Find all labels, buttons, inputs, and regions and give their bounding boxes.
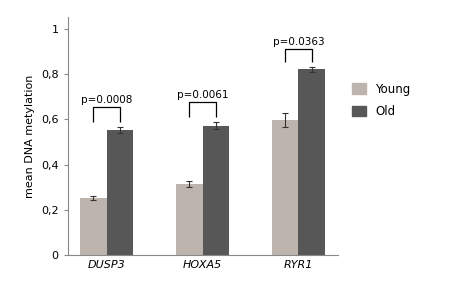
Legend: Young, Old: Young, Old <box>351 83 410 118</box>
Bar <box>202 126 230 255</box>
Bar <box>271 120 298 255</box>
Text: p=0.0363: p=0.0363 <box>273 37 324 47</box>
Bar <box>80 198 107 255</box>
Text: p=0.0061: p=0.0061 <box>177 90 228 100</box>
Bar <box>176 184 202 255</box>
Bar <box>107 130 134 255</box>
Text: p=0.0008: p=0.0008 <box>81 95 132 105</box>
Bar <box>298 70 325 255</box>
Y-axis label: mean DNA metylation: mean DNA metylation <box>25 75 35 198</box>
